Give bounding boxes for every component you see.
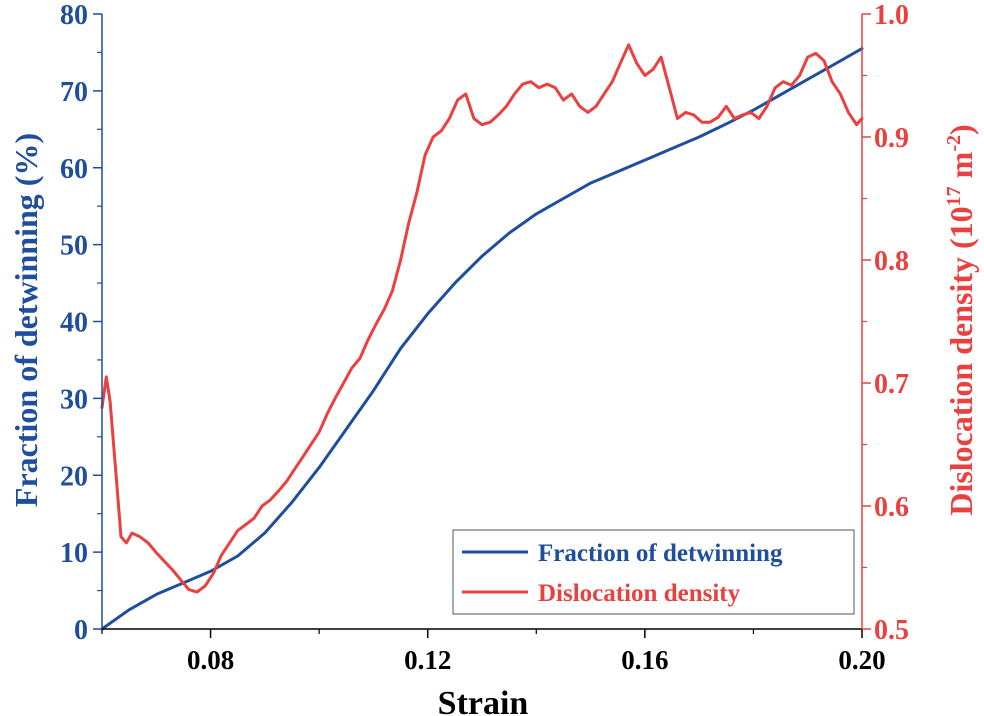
x-axis-label: Strain xyxy=(438,685,529,716)
y-right-tick-label: 0.8 xyxy=(874,246,909,277)
legend-label-fraction: Fraction of detwinning xyxy=(538,540,783,567)
y-left-tick-label: 70 xyxy=(60,77,88,108)
y-left-tick-label: 80 xyxy=(60,0,88,31)
legend-box xyxy=(452,529,855,615)
x-tick-label: 0.08 xyxy=(187,645,234,675)
y-axis-left-label: Fraction of detwinning (%) xyxy=(8,133,44,507)
y-axis-right-label-exp2: -2 xyxy=(943,135,965,152)
axes-layer: 0.08 0.12 0.16 0.20 0 10 20 30 40 50 60 70 80 0.5 0.6 0… xyxy=(60,0,909,675)
y-left-tick-label: 0 xyxy=(74,615,88,646)
y-right-tick-label: 0.6 xyxy=(874,492,909,523)
legend-label-dislocation: Dislocation density xyxy=(538,580,741,607)
x-tick-label: 0.16 xyxy=(621,645,668,675)
y-axis-right-label: Dislocation density (1017 m-2) xyxy=(943,124,979,515)
y-axis-right-label-mid: m xyxy=(943,151,979,186)
y-left-tick-label: 60 xyxy=(60,154,88,185)
y-left-tick-label: 40 xyxy=(60,308,88,339)
y-right-tick-label: 0.9 xyxy=(874,123,909,154)
y-left-tick-label: 50 xyxy=(60,231,88,262)
y-left-tick-label: 20 xyxy=(60,461,88,492)
series-line-dislocation-density xyxy=(100,43,864,594)
y-axis-right-label-main: Dislocation density (10 xyxy=(943,206,979,515)
y-axis-right-label-exp1: 17 xyxy=(943,186,965,206)
y-left-tick-label: 30 xyxy=(60,384,88,415)
x-tick-label: 0.12 xyxy=(404,645,451,675)
y-right-tick-label: 0.5 xyxy=(874,615,909,646)
legend: Fraction of detwinning Dislocation densi… xyxy=(452,529,855,615)
y-axis-right-label-end: ) xyxy=(943,124,979,135)
x-tick-label: 0.20 xyxy=(838,645,885,675)
y-right-tick-label: 1.0 xyxy=(874,0,909,31)
series-layer xyxy=(100,43,864,631)
y-right-tick-label: 0.7 xyxy=(874,369,909,400)
y-left-tick-label: 10 xyxy=(60,538,88,569)
